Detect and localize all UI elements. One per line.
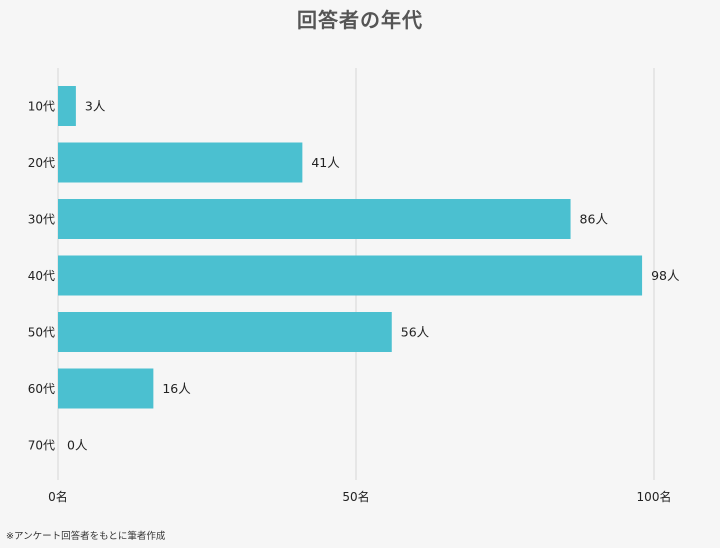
bar-1	[58, 142, 303, 183]
labels: 0名 50名 100名 10代 3人 20代 41人 30代 86人 40代 98人 50代 56人 60…	[28, 99, 680, 505]
y-tick-label-5: 60代	[28, 382, 55, 396]
data-label-4: 56人	[401, 325, 430, 340]
bar-3	[58, 255, 643, 296]
y-tick-label-2: 30代	[28, 213, 55, 227]
data-label-6: 0人	[67, 438, 88, 453]
bar-4	[58, 312, 392, 352]
x-tick-label-50: 50名	[342, 489, 369, 504]
bar-5	[58, 368, 154, 409]
y-tick-label-0: 10代	[28, 100, 55, 114]
data-label-3: 98人	[651, 268, 680, 283]
source-footnote: ※アンケート回答者をもとに筆者作成	[6, 531, 166, 542]
y-tick-label-6: 70代	[28, 439, 55, 453]
chart-title: 回答者の年代	[297, 8, 423, 32]
bar-2	[58, 199, 571, 239]
data-label-2: 86人	[580, 212, 609, 227]
y-tick-label-1: 20代	[28, 156, 55, 170]
data-label-5: 16人	[162, 381, 191, 396]
x-tick-label-0: 0名	[48, 489, 68, 504]
bar-0	[58, 86, 76, 126]
bars	[58, 86, 643, 409]
data-label-1: 41人	[311, 155, 340, 170]
data-label-0: 3人	[85, 99, 106, 114]
y-tick-label-4: 50代	[28, 326, 55, 340]
x-tick-label-100: 100名	[637, 489, 672, 504]
y-tick-label-3: 40代	[28, 269, 55, 283]
